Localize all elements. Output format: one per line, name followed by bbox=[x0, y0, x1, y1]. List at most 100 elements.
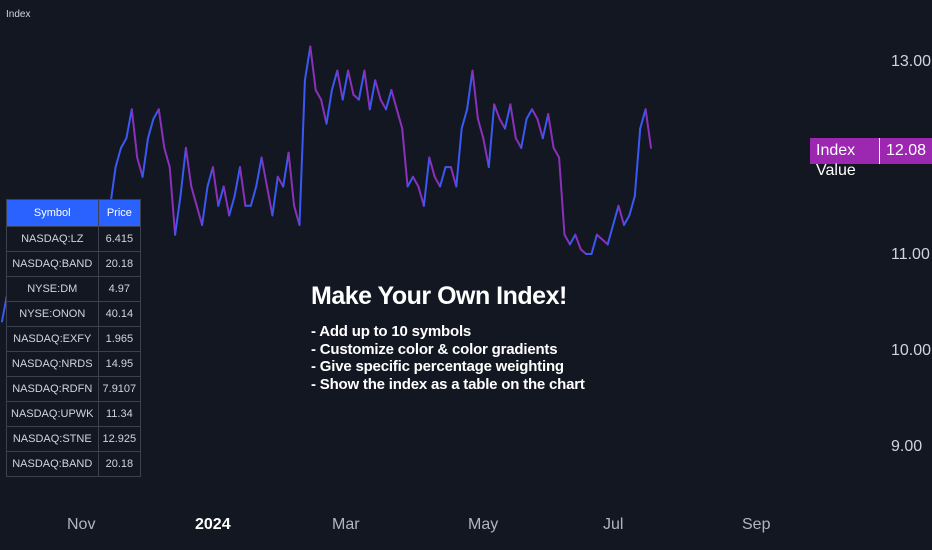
symbol-cell: NASDAQ:BAND bbox=[6, 251, 99, 277]
time-tick-label: 2024 bbox=[195, 516, 231, 533]
table-row: NASDAQ:BAND 20.18 bbox=[6, 451, 142, 477]
index-line-segment bbox=[439, 166, 447, 188]
index-line-segment bbox=[330, 69, 339, 91]
symbol-cell: NYSE:DM bbox=[6, 276, 99, 302]
promo-bullets: - Add up to 10 symbols - Customize color… bbox=[311, 323, 585, 393]
promo-bullet: - Customize color & color gradients bbox=[311, 340, 558, 358]
table-row: NASDAQ:UPWK 11.34 bbox=[6, 401, 142, 427]
index-line-segment bbox=[493, 103, 501, 120]
price-tick-label: 11.00 bbox=[891, 246, 930, 263]
index-value-number: 12.08 bbox=[879, 138, 932, 164]
index-line-segment bbox=[298, 79, 306, 226]
index-line-segment bbox=[547, 113, 555, 149]
price-cell: 14.95 bbox=[97, 351, 142, 377]
table-row: NASDAQ:NRDS 14.95 bbox=[6, 351, 142, 377]
index-line-segment bbox=[341, 69, 350, 101]
index-line-segment bbox=[487, 103, 496, 169]
index-line-segment bbox=[141, 137, 149, 178]
index-line-segment bbox=[601, 238, 609, 246]
table-header-row: Symbol Price bbox=[6, 199, 142, 227]
index-line-segment bbox=[168, 166, 177, 236]
index-line-segment bbox=[639, 108, 647, 130]
symbol-cell: NASDAQ:LZ bbox=[6, 226, 99, 252]
symbol-cell: NASDAQ:RDFN bbox=[6, 376, 99, 402]
index-line-segment bbox=[293, 204, 301, 226]
index-line-segment bbox=[633, 127, 642, 198]
index-line-segment bbox=[422, 156, 431, 207]
index-line-segment bbox=[276, 175, 285, 188]
index-line-segment bbox=[628, 195, 636, 217]
price-cell: 7.9107 bbox=[97, 376, 142, 402]
index-line-segment bbox=[476, 117, 485, 140]
index-line-segment bbox=[184, 146, 193, 188]
index-line-segment bbox=[336, 69, 344, 101]
index-line-segment bbox=[531, 108, 539, 120]
index-line-segment bbox=[190, 185, 198, 207]
index-line-segment bbox=[428, 156, 436, 178]
promo-bullet: - Show the index as a table on the chart bbox=[311, 375, 585, 393]
promo-bullet: - Add up to 10 symbols bbox=[311, 323, 472, 340]
index-line-segment bbox=[471, 69, 479, 120]
symbol-cell: NASDAQ:NRDS bbox=[6, 351, 99, 377]
index-line-segment bbox=[504, 103, 512, 130]
index-line-segment bbox=[574, 233, 582, 251]
header-price: Price bbox=[97, 199, 142, 227]
index-line-segment bbox=[314, 89, 323, 101]
symbol-cell: NASDAQ:UPWK bbox=[6, 401, 99, 427]
index-line-segment bbox=[130, 108, 139, 159]
index-line-segment bbox=[239, 166, 247, 207]
index-line-segment bbox=[195, 204, 204, 226]
table-row: NASDAQ:EXFY 1.965 bbox=[6, 326, 142, 352]
price-cell: 12.925 bbox=[97, 426, 142, 452]
symbol-cell: NASDAQ:EXFY bbox=[6, 326, 99, 352]
index-line-segment bbox=[266, 185, 274, 217]
promo-bullet: - Give specific percentage weighting bbox=[311, 358, 564, 375]
index-line-segment bbox=[147, 117, 155, 140]
index-line-segment bbox=[174, 195, 182, 236]
index-line-segment bbox=[558, 156, 566, 236]
index-line-segment bbox=[498, 117, 506, 130]
time-tick-label: Jul bbox=[603, 516, 624, 533]
index-line-segment bbox=[460, 108, 469, 130]
index-line-segment bbox=[347, 69, 355, 96]
index-line-segment bbox=[374, 79, 382, 101]
time-tick-label: Nov bbox=[67, 516, 96, 533]
index-line-segment bbox=[271, 175, 279, 217]
index-line-segment bbox=[320, 98, 328, 125]
index-line-segment bbox=[114, 146, 122, 169]
index-line-segment bbox=[514, 137, 523, 149]
index-line-segment bbox=[228, 195, 236, 217]
price-cell: 20.18 bbox=[97, 451, 142, 477]
index-line-segment bbox=[125, 108, 133, 140]
promo-overlay: Make Your Own Index! - Add up to 10 symb… bbox=[311, 282, 585, 393]
index-line-segment bbox=[282, 151, 290, 188]
price-cell: 1.965 bbox=[97, 326, 142, 352]
index-line-segment bbox=[249, 185, 258, 207]
table-row: NASDAQ:STNE 12.925 bbox=[6, 426, 142, 452]
index-line-segment bbox=[623, 214, 631, 226]
promo-title: Make Your Own Index! bbox=[311, 282, 567, 310]
price-cell: 20.18 bbox=[97, 251, 142, 277]
index-line-segment bbox=[363, 69, 371, 111]
index-line-segment bbox=[206, 166, 214, 188]
table-row: NASDAQ:RDFN 7.9107 bbox=[6, 376, 142, 402]
index-line-segment bbox=[595, 233, 604, 241]
index-line-segment bbox=[482, 137, 490, 169]
symbol-cell: NYSE:ONON bbox=[6, 301, 99, 327]
index-line-segment bbox=[417, 185, 425, 207]
index-line-segment bbox=[455, 127, 463, 188]
index-line-segment bbox=[412, 175, 420, 188]
index-line-segment bbox=[233, 166, 241, 198]
index-line-segment bbox=[120, 137, 128, 149]
index-line-segment bbox=[152, 108, 160, 120]
index-line-segment bbox=[211, 166, 220, 207]
index-value-name: Index Value bbox=[810, 138, 880, 179]
index-line-segment bbox=[395, 108, 404, 130]
index-line-segment bbox=[568, 233, 577, 246]
index-line-segment bbox=[563, 233, 571, 246]
index-line-segment bbox=[201, 185, 209, 226]
time-tick-label: May bbox=[468, 516, 499, 533]
index-line-segment bbox=[325, 89, 333, 125]
symbol-table: Symbol Price NASDAQ:LZ 6.415 NASDAQ:BAND 2… bbox=[6, 199, 142, 477]
index-line-segment bbox=[368, 79, 377, 111]
